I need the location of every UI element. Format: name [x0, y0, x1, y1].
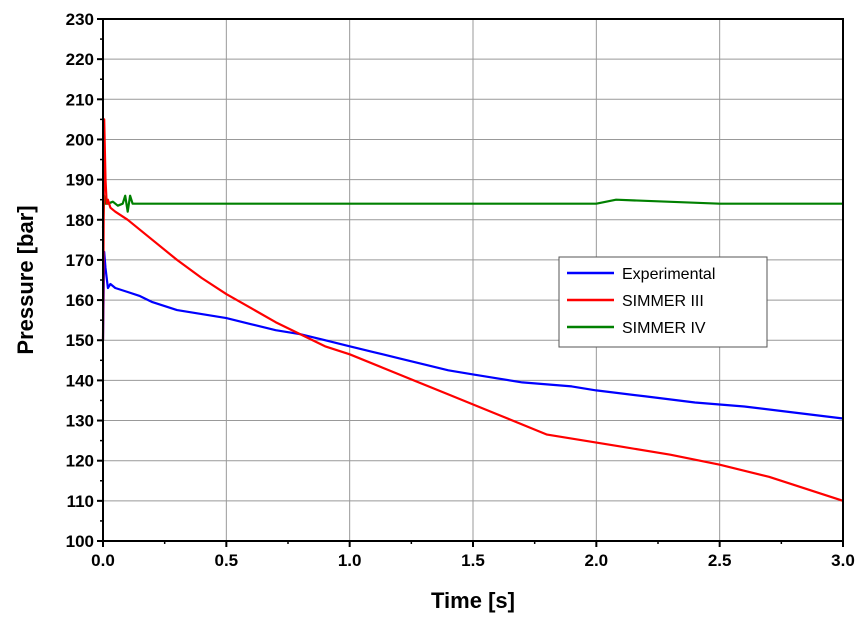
y-tick-label: 210: [66, 90, 94, 109]
series-line-simmer-iii: [101, 118, 844, 502]
y-tick-label: 150: [66, 331, 94, 350]
series-layer: [101, 118, 844, 502]
legend: Experimental SIMMER III SIMMER IV: [558, 256, 768, 348]
x-tick-label: 2.5: [708, 551, 732, 570]
series-line-simmer-iv: [101, 194, 843, 228]
x-tick-label: 1.5: [461, 551, 485, 570]
x-axis-title: Time [s]: [431, 588, 515, 613]
ticks: [97, 18, 844, 547]
y-tick-label: 180: [66, 211, 94, 230]
y-tick-label: 110: [67, 492, 94, 511]
legend-label-experimental: Experimental: [622, 266, 715, 283]
x-tick-label: 3.0: [831, 551, 855, 570]
y-tick-label: 140: [66, 371, 94, 390]
tick-labels: 0.0 0.5 1.0 1.5 2.0 2.5 3.0 100 110 120 130 140 150 1…: [66, 10, 855, 570]
series-line-experimental: [101, 250, 844, 420]
y-tick-label: 160: [66, 291, 94, 310]
x-tick-label: 0.0: [91, 551, 115, 570]
y-tick-label: 120: [66, 452, 94, 471]
y-tick-label: 230: [66, 10, 94, 29]
x-tick-label: 2.0: [585, 551, 609, 570]
x-tick-label: 1.0: [338, 551, 362, 570]
y-tick-label: 130: [66, 412, 94, 431]
x-tick-label: 0.5: [215, 551, 239, 570]
y-tick-label: 100: [66, 532, 94, 551]
y-axis-title: Pressure [bar]: [13, 205, 38, 354]
y-tick-label: 170: [66, 251, 94, 270]
legend-label-simmer-iv: SIMMER IV: [622, 320, 706, 337]
y-tick-label: 200: [66, 130, 94, 149]
y-tick-label: 190: [66, 171, 94, 190]
y-tick-label: 220: [66, 50, 94, 69]
legend-label-simmer-iii: SIMMER III: [622, 293, 704, 310]
